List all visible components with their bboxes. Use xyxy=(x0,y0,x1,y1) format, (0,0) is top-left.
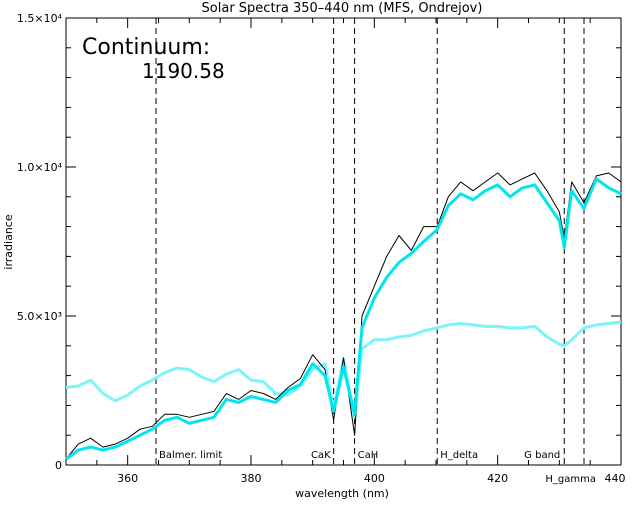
marker-label: CaK xyxy=(311,450,331,461)
marker-label: Balmer. limit xyxy=(159,450,222,461)
y-tick-label: 5.0×10³ xyxy=(17,310,62,323)
y-axis-label: irradiance xyxy=(2,214,15,269)
x-axis: 360 380 400 420 440 xyxy=(96,18,626,485)
marker-label: H_delta xyxy=(440,450,478,461)
chart-title: Solar Spectra 350–440 nm (MFS, Ondrejov) xyxy=(202,1,483,16)
x-tick-label: 420 xyxy=(487,472,508,485)
marker-label: CaH xyxy=(358,450,379,461)
y-tick-label: 1.5×10⁴ xyxy=(17,12,63,25)
continuum-label: Continuum: xyxy=(82,35,210,60)
y-tick-label: 1.0×10⁴ xyxy=(17,161,63,174)
x-tick-label: 440 xyxy=(605,472,626,485)
continuum-value: 1190.58 xyxy=(142,59,225,83)
y-tick-label: 0 xyxy=(55,459,62,472)
y-axis: 0 5.0×10³ 1.0×10⁴ 1.5×10⁴ xyxy=(17,12,621,472)
marker-label: H_gamma xyxy=(545,474,596,485)
x-tick-label: 360 xyxy=(117,472,138,485)
x-tick-label: 400 xyxy=(364,472,385,485)
x-axis-label: wavelength (nm) xyxy=(295,487,389,500)
series-line-smoothed xyxy=(65,177,622,461)
x-tick-label: 380 xyxy=(241,472,262,485)
series-layer xyxy=(65,172,622,461)
marker-label: G band xyxy=(524,450,560,461)
